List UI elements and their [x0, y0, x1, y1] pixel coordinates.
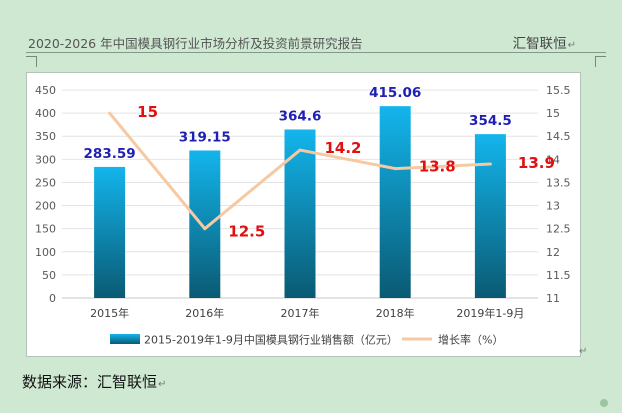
y-right-tick-label: 15 — [546, 107, 560, 120]
y-left-tick-label: 300 — [35, 153, 56, 166]
legend-line-label: 增长率（%） — [438, 333, 503, 347]
document-header: 2020-2026 年中国模具钢行业市场分析及投资前景研究报告 汇智联恒↵ — [26, 30, 606, 53]
crop-mark-left — [26, 56, 37, 67]
report-title: 2020-2026 年中国模具钢行业市场分析及投资前景研究报告 — [28, 36, 363, 51]
header-brand-text: 汇智联恒 — [512, 36, 567, 52]
data-source-note: 数据来源：汇智联恒↵ — [22, 371, 166, 392]
y-right-tick-label: 12.5 — [546, 223, 571, 236]
line-data-label: 12.5 — [228, 223, 265, 241]
y-left-tick-label: 100 — [35, 246, 56, 259]
bar-data-label: 364.6 — [279, 108, 322, 124]
x-tick-label: 2015年 — [90, 306, 129, 320]
y-right-tick-label: 12 — [546, 246, 560, 259]
y-left-tick-label: 400 — [35, 107, 56, 120]
bar — [474, 134, 506, 298]
data-source-text: 数据来源：汇智联恒 — [22, 373, 158, 391]
y-right-tick-label: 13 — [546, 200, 560, 213]
y-right-tick-label: 14 — [546, 153, 560, 166]
line-point — [203, 227, 207, 231]
line-data-label: 13.8 — [419, 158, 456, 176]
combo-chart: 0 50 100 150 200 250 300 350 400 450 11 11.5 12 12.5 1… — [35, 84, 571, 347]
x-tick-label: 2018年 — [376, 306, 415, 320]
y-left-tick-label: 450 — [35, 84, 56, 97]
paragraph-mark-icon: ↵ — [579, 346, 588, 357]
bar — [379, 106, 411, 298]
paragraph-mark-icon: ↵ — [567, 40, 576, 51]
header-brand: 汇智联恒↵ — [513, 32, 576, 52]
bar-data-label: 319.15 — [179, 129, 231, 145]
legend-bar-label: 2015-2019年1-9月中国模具钢行业销售额（亿元） — [144, 333, 398, 347]
bar — [189, 150, 221, 298]
y-left-tick-label: 250 — [35, 176, 56, 189]
y-right-tick-label: 14.5 — [546, 130, 571, 143]
bar-data-label: 415.06 — [369, 85, 421, 101]
y-right-tick-label: 11 — [546, 292, 560, 305]
x-tick-label: 2016年 — [185, 306, 224, 320]
x-tick-label: 2017年 — [281, 306, 320, 320]
paragraph-mark-icon: ↵ — [158, 379, 167, 390]
chart-frame[interactable]: 0 50 100 150 200 250 300 350 400 450 11 11.5 12 12.5 1… — [26, 72, 581, 357]
crop-mark-right — [595, 56, 606, 67]
line-point — [298, 148, 302, 152]
y-left-tick-label: 350 — [35, 130, 56, 143]
line-point — [108, 111, 112, 115]
bar — [284, 129, 316, 298]
legend-bar-swatch — [110, 334, 140, 344]
bar-data-label: 354.5 — [469, 113, 512, 129]
corner-decoration — [600, 399, 608, 407]
line-point — [488, 162, 492, 166]
y-left-tick-label: 150 — [35, 223, 56, 236]
line-data-label: 14.2 — [324, 139, 361, 157]
y-right-tick-label: 11.5 — [546, 269, 571, 282]
y-right-tick-label: 15.5 — [546, 84, 571, 97]
bar — [94, 166, 126, 298]
line-data-label: 13.9 — [518, 154, 555, 172]
y-left-tick-label: 0 — [49, 292, 56, 305]
y-left-tick-label: 200 — [35, 200, 56, 213]
x-tick-label: 2019年1-9月 — [456, 306, 524, 320]
bar-data-label: 283.59 — [84, 146, 136, 162]
line-data-label: 15 — [137, 103, 158, 121]
y-right-tick-label: 13.5 — [546, 176, 571, 189]
y-left-tick-label: 50 — [42, 269, 56, 282]
line-point — [393, 167, 397, 171]
